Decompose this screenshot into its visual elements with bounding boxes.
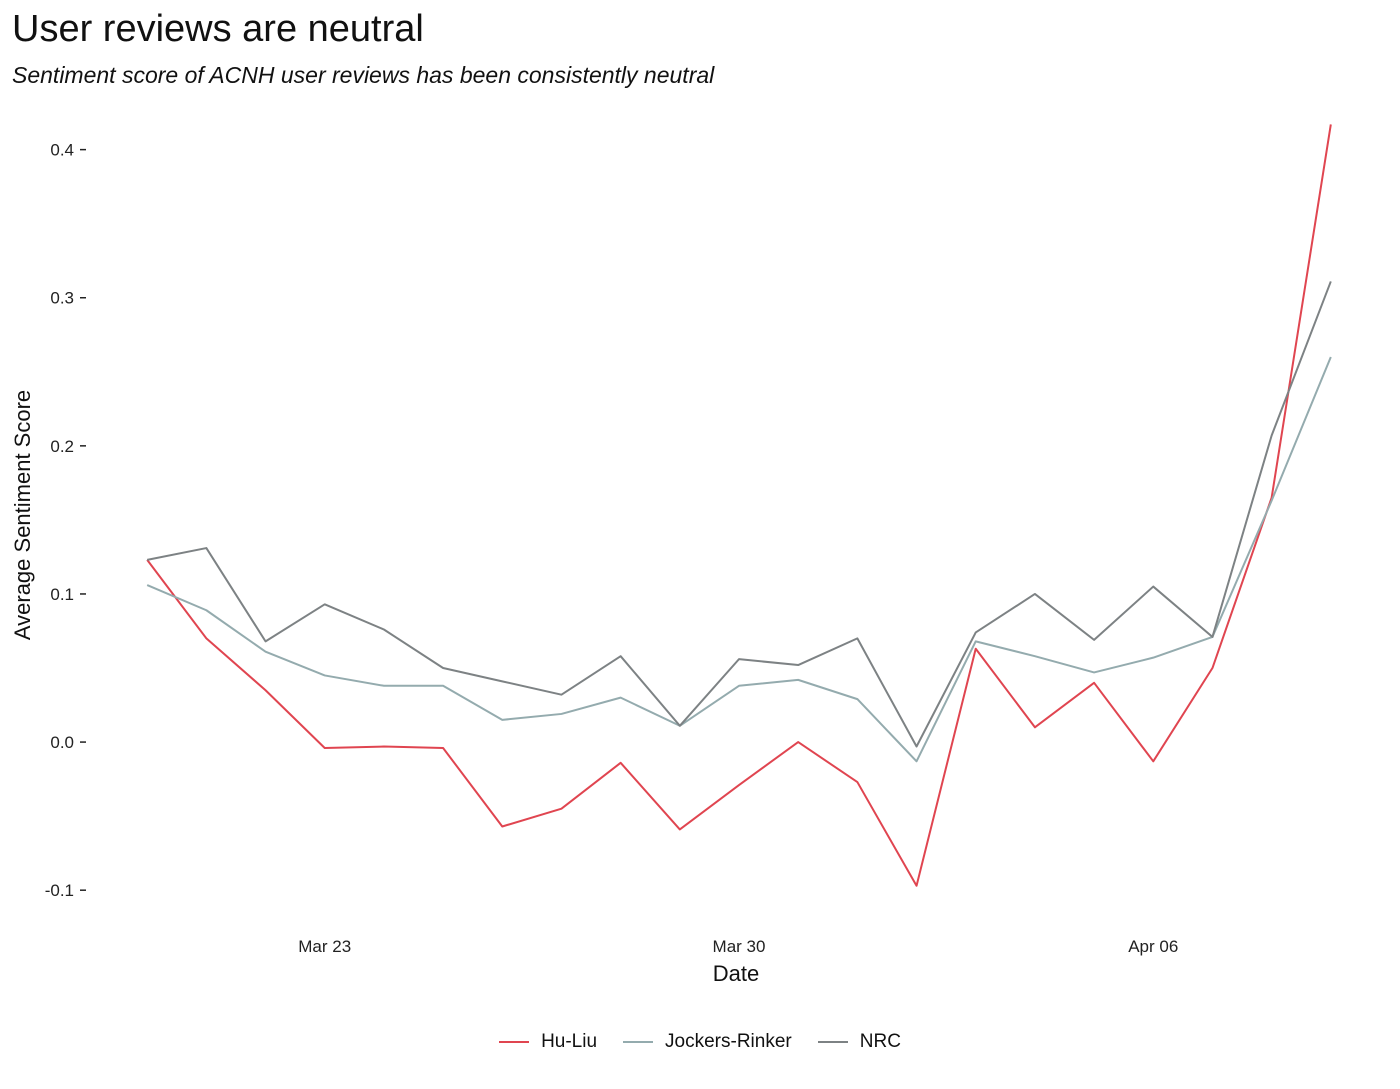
x-tick-label: Mar 23 — [298, 937, 351, 956]
legend-item: Jockers-Rinker — [623, 1031, 792, 1053]
series-line-hu-liu — [146, 124, 1332, 887]
y-axis: -0.1 0.0 0.1 0.2 0.3 0.4 — [45, 141, 86, 900]
y-tick-label: 0.4 — [50, 141, 74, 160]
y-tick-label: 0.2 — [50, 437, 74, 456]
legend-label: NRC — [859, 1031, 901, 1052]
legend: Hu-Liu Jockers-Rinker NRC — [0, 1031, 1400, 1053]
legend-key — [817, 1041, 848, 1043]
y-axis-title: Average Sentiment Score — [10, 390, 35, 640]
x-tick-label: Apr 06 — [1128, 937, 1178, 956]
legend-key — [499, 1041, 530, 1043]
x-tick-label: Mar 30 — [713, 937, 766, 956]
series-line-nrc — [146, 281, 1332, 748]
legend-key — [623, 1041, 654, 1043]
chart-subtitle: Sentiment score of ACNH user reviews has… — [12, 62, 715, 88]
chart-title: User reviews are neutral — [12, 8, 424, 50]
legend-label: Hu-Liu — [541, 1031, 598, 1052]
y-tick-label: -0.1 — [45, 881, 74, 900]
legend-item: Hu-Liu — [499, 1031, 597, 1053]
x-axis: Mar 23 Mar 30 Apr 06 — [298, 937, 1178, 956]
legend-label: Jockers-Rinker — [665, 1031, 792, 1052]
series-layer — [146, 124, 1332, 887]
y-tick-label: 0.3 — [50, 289, 74, 308]
y-tick-label: 0.1 — [50, 585, 74, 604]
y-tick-label: 0.0 — [50, 733, 74, 752]
series-line-jockers-rinker — [146, 356, 1332, 763]
x-axis-title: Date — [713, 961, 759, 986]
legend-item: NRC — [817, 1031, 901, 1053]
